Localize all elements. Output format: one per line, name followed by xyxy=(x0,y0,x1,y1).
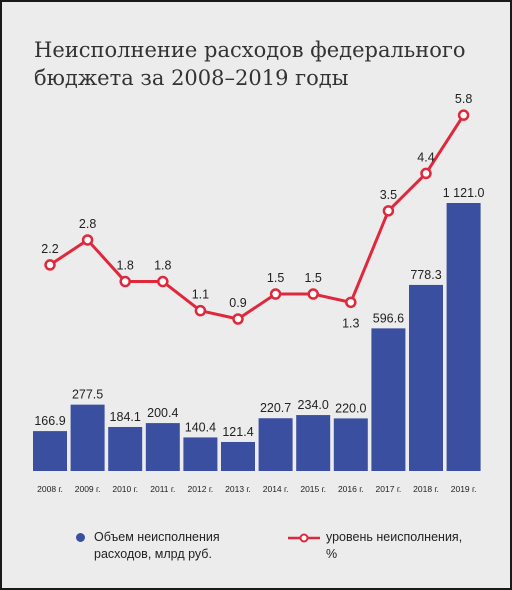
bar-label-7: 234.0 xyxy=(298,398,329,412)
line-point-6 xyxy=(269,288,282,300)
bar-label-1: 277.5 xyxy=(72,388,103,402)
x-tick-11: 2019 г. xyxy=(451,484,477,494)
bar-label-2: 184.1 xyxy=(110,410,141,424)
bar-label-0: 166.9 xyxy=(34,414,65,428)
legend-item-line: уровень неисполнения, % xyxy=(288,529,476,563)
legend-line-label: уровень неисполнения, % xyxy=(326,530,463,561)
line-label-6: 1.5 xyxy=(267,271,284,285)
bar-label-8: 220.0 xyxy=(335,401,366,415)
line-label-11: 5.8 xyxy=(455,92,472,106)
bar-label-4: 140.4 xyxy=(185,420,216,434)
line-point-7 xyxy=(307,288,319,300)
bar-11 xyxy=(446,203,481,471)
bar-label-3: 200.4 xyxy=(147,406,178,420)
bar-3 xyxy=(145,423,180,471)
line-point-9 xyxy=(382,205,395,217)
x-tick-9: 2017 г. xyxy=(376,484,402,494)
bar-label-10: 778.3 xyxy=(410,268,441,282)
line-point-4 xyxy=(194,304,207,317)
x-tick-7: 2015 г. xyxy=(300,484,326,494)
legend-item-bars: Объем неисполнения расходов, млрд руб. xyxy=(76,529,244,563)
line-label-5: 0.9 xyxy=(229,296,246,310)
bar-5 xyxy=(221,441,255,471)
line-point-5 xyxy=(232,313,244,325)
line-label-4: 1.1 xyxy=(192,288,209,302)
legend-line-swatch xyxy=(288,533,320,543)
legend-bars-label: Объем неисполнения расходов, млрд руб. xyxy=(94,530,220,561)
line-label-7: 1.5 xyxy=(305,271,322,285)
bar-label-5: 121.4 xyxy=(222,425,253,439)
x-tick-1: 2009 г. xyxy=(75,484,101,494)
line-label-0: 2.2 xyxy=(41,242,58,256)
bar-2 xyxy=(108,426,143,471)
bar-8 xyxy=(333,418,368,471)
line-series xyxy=(49,114,465,321)
x-tick-6: 2014 г. xyxy=(263,484,289,494)
bar-0 xyxy=(33,431,67,471)
bar-1 xyxy=(70,404,105,471)
line-point-2 xyxy=(119,275,131,288)
x-tick-8: 2016 г. xyxy=(338,484,364,494)
bar-4 xyxy=(183,437,218,471)
line-label-10: 4.4 xyxy=(417,150,434,164)
x-tick-10: 2018 г. xyxy=(413,484,439,494)
line-label-3: 1.8 xyxy=(154,259,171,273)
x-tick-5: 2013 г. xyxy=(225,484,251,494)
bar-label-6: 220.7 xyxy=(260,401,291,415)
legend-bar-swatch xyxy=(76,533,85,542)
line-point-8 xyxy=(345,296,357,309)
line-point-11 xyxy=(457,109,470,121)
x-tick-3: 2011 г. xyxy=(150,484,175,494)
bar-7 xyxy=(296,415,331,471)
bar-9 xyxy=(371,328,406,471)
line-label-1: 2.8 xyxy=(79,217,96,231)
x-tick-0: 2008 г. xyxy=(37,484,63,494)
line-point-3 xyxy=(157,275,169,288)
x-tick-4: 2012 г. xyxy=(188,484,214,494)
line-label-9: 3.5 xyxy=(380,188,397,202)
bar-label-11: 1 121.0 xyxy=(443,186,485,200)
chart-title: Неисполнение расходов федерального бюдже… xyxy=(34,38,466,90)
line-point-10 xyxy=(420,167,432,180)
bar-10 xyxy=(409,284,443,471)
bar-label-9: 596.6 xyxy=(373,311,404,325)
line-label-8: 1.3 xyxy=(342,316,359,330)
line-label-2: 1.8 xyxy=(117,259,134,273)
x-tick-2: 2010 г. xyxy=(112,484,138,494)
line-point-0 xyxy=(44,259,56,271)
bar-6 xyxy=(258,418,293,471)
line-point-1 xyxy=(81,234,94,246)
